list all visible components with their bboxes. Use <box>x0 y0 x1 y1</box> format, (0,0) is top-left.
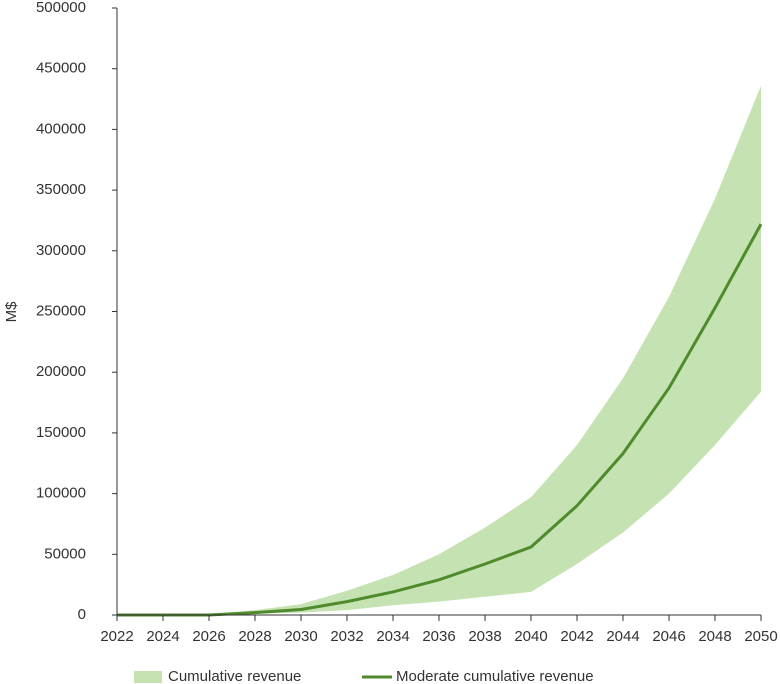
revenue-band <box>117 85 761 616</box>
x-tick-label: 2044 <box>606 628 639 645</box>
moderate-line <box>117 223 763 617</box>
y-tick-label: 400000 <box>36 120 86 137</box>
x-tick-label: 2038 <box>468 628 501 645</box>
x-tick-label: 2032 <box>330 628 363 645</box>
legend-label: Cumulative revenue <box>168 668 301 684</box>
x-tick-label: 2034 <box>376 628 409 645</box>
y-tick-label: 100000 <box>36 485 86 502</box>
legend-label: Moderate cumulative revenue <box>396 668 594 684</box>
y-tick-label: 50000 <box>44 545 86 562</box>
x-tick-label: 2042 <box>560 628 593 645</box>
y-tick-label: 450000 <box>36 60 86 77</box>
x-tick-label: 2024 <box>146 628 179 645</box>
x-tick-label: 2050 <box>744 628 777 645</box>
x-tick-label: 2036 <box>422 628 455 645</box>
legend-swatch <box>134 671 162 683</box>
y-tick-label: 150000 <box>36 424 86 441</box>
x-tick-label: 2030 <box>284 628 317 645</box>
y-tick-label: 300000 <box>36 242 86 259</box>
y-tick-label: 0 <box>78 606 86 623</box>
x-tick-label: 2026 <box>192 628 225 645</box>
y-tick-label: 250000 <box>36 302 86 319</box>
x-tick-label: 2022 <box>100 628 133 645</box>
y-axis-label: M$ <box>3 301 20 322</box>
x-tick-label: 2028 <box>238 628 271 645</box>
y-tick-label: 200000 <box>36 363 86 380</box>
x-tick-label: 2046 <box>652 628 685 645</box>
y-tick-label: 500000 <box>36 0 86 16</box>
x-tick-label: 2048 <box>698 628 731 645</box>
y-tick-label: 350000 <box>36 181 86 198</box>
x-tick-label: 2040 <box>514 628 547 645</box>
